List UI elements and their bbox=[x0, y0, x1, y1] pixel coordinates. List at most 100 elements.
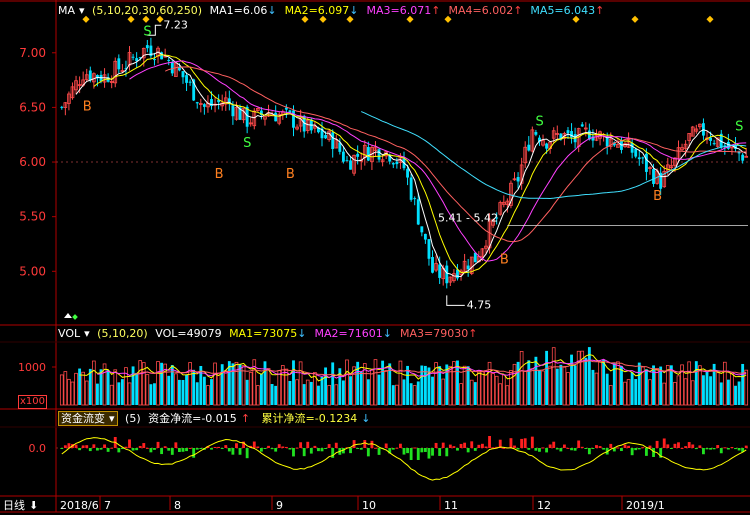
flow-bar bbox=[570, 448, 573, 451]
flow-bar bbox=[103, 444, 106, 448]
candle-body bbox=[523, 146, 528, 164]
candle-body bbox=[466, 265, 470, 270]
range-label: 5.41 - 5.42 bbox=[438, 211, 498, 224]
candle-body bbox=[612, 142, 616, 146]
volume-bar bbox=[580, 350, 585, 406]
candle-body bbox=[501, 201, 506, 205]
candle-body bbox=[181, 71, 185, 78]
candle-body bbox=[277, 113, 282, 124]
period-selector[interactable]: 日线 ⬇ bbox=[3, 499, 39, 512]
volume-bar bbox=[548, 365, 552, 406]
flow-bar bbox=[509, 438, 513, 448]
flow-bar bbox=[691, 444, 695, 448]
x-axis-label: 2018/6 bbox=[60, 499, 99, 512]
flow-bar bbox=[281, 446, 285, 448]
volume-bar bbox=[384, 370, 389, 406]
main-ma3-value: MA3=6.071↑ bbox=[366, 4, 441, 17]
volume-tick-label: 1000 bbox=[18, 361, 46, 374]
flow-bar bbox=[659, 448, 663, 458]
volume-bar bbox=[683, 378, 688, 406]
sell-signal: S bbox=[735, 120, 743, 135]
candle-body bbox=[313, 126, 317, 129]
candle-body bbox=[288, 110, 292, 113]
volume-bar bbox=[92, 360, 96, 406]
flow-bar bbox=[655, 440, 659, 448]
flow-bar bbox=[666, 444, 670, 448]
candle-body bbox=[241, 107, 246, 121]
flow-bar bbox=[662, 438, 666, 448]
ma1-line bbox=[75, 51, 747, 278]
volume-bar bbox=[602, 359, 606, 405]
flow-bar bbox=[231, 448, 235, 455]
candle-body bbox=[634, 149, 638, 157]
volume-bar bbox=[726, 379, 730, 405]
volume-bar bbox=[673, 381, 677, 406]
volume-bar bbox=[331, 362, 335, 405]
volume-bar bbox=[641, 366, 645, 406]
flow-bar bbox=[530, 436, 534, 448]
main-params: (5,10,20,30,60,250) bbox=[92, 4, 203, 17]
flow-bar bbox=[217, 446, 221, 448]
candle-body bbox=[566, 130, 570, 134]
volume-bar bbox=[402, 379, 406, 405]
flow-bar bbox=[149, 448, 153, 453]
flow-bar bbox=[416, 448, 420, 460]
main-indicator-dropdown[interactable]: MA ▾ bbox=[58, 4, 85, 17]
flow-bar bbox=[138, 445, 142, 448]
flow-bar bbox=[538, 448, 541, 452]
candle-body bbox=[512, 178, 517, 181]
flow-bar bbox=[712, 448, 716, 450]
volume-bar bbox=[381, 360, 385, 405]
flow-bar bbox=[495, 446, 499, 448]
flow-indicator-dropdown[interactable]: 资金流变 ▾ bbox=[58, 411, 118, 426]
ma2-line bbox=[93, 54, 747, 274]
flow-bar bbox=[502, 447, 506, 449]
candle-body bbox=[555, 133, 560, 135]
volume-bar bbox=[598, 361, 602, 406]
candle-body bbox=[145, 45, 149, 49]
volume-bar bbox=[576, 350, 581, 406]
volume-bar bbox=[305, 379, 310, 406]
flow-bar bbox=[402, 448, 406, 455]
flow-bar bbox=[552, 441, 556, 448]
candle-body bbox=[77, 84, 82, 87]
volume-bar bbox=[113, 369, 118, 406]
flow-bar bbox=[128, 439, 131, 448]
flow-bar bbox=[573, 448, 577, 451]
y-tick-label: 5.00 bbox=[19, 264, 46, 278]
flow-bar bbox=[438, 448, 442, 456]
volume-bar bbox=[145, 374, 150, 406]
volume-bar bbox=[655, 368, 659, 406]
volume-params: (5,10,20) bbox=[97, 327, 148, 340]
volume-bar bbox=[669, 365, 673, 405]
flow-bar bbox=[274, 448, 278, 452]
candle-body bbox=[726, 141, 730, 149]
candle-body bbox=[395, 161, 399, 165]
buy-signal: B bbox=[286, 167, 295, 182]
candle-body bbox=[644, 153, 648, 172]
flow-bar bbox=[210, 448, 213, 450]
flow-bar bbox=[309, 448, 313, 454]
flow-bar bbox=[637, 448, 641, 450]
volume-bar bbox=[594, 372, 599, 406]
volume-bar bbox=[566, 372, 570, 406]
volume-bar bbox=[210, 379, 213, 405]
candle-body bbox=[673, 157, 677, 166]
candle-body bbox=[730, 146, 734, 149]
volume-bar bbox=[341, 380, 345, 405]
flow-bar bbox=[488, 436, 491, 448]
volume-bar bbox=[441, 378, 446, 406]
flow-bar bbox=[295, 447, 299, 449]
volume-bar bbox=[195, 382, 199, 405]
candle-body bbox=[434, 263, 438, 271]
volume-bar bbox=[227, 361, 231, 405]
volume-bar bbox=[559, 364, 563, 405]
volume-bar bbox=[120, 379, 124, 405]
candle-body bbox=[210, 99, 213, 107]
event-diamond bbox=[127, 15, 135, 23]
candle-body bbox=[709, 137, 712, 141]
volume-indicator-dropdown[interactable]: VOL ▾ bbox=[58, 327, 90, 340]
flow-bar bbox=[391, 448, 395, 450]
volume-bar bbox=[665, 365, 670, 406]
candle-body bbox=[516, 177, 520, 182]
